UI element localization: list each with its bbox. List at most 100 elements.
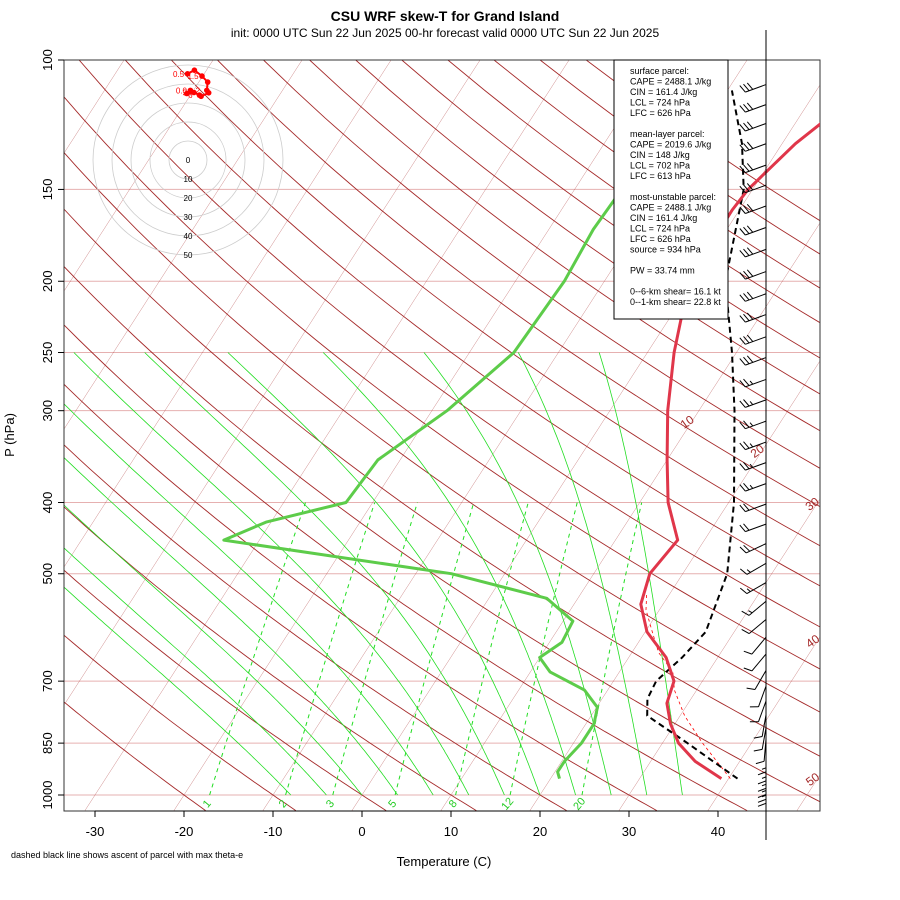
dry-adiabat	[78, 60, 820, 628]
wind-barb-flag	[739, 463, 746, 471]
mixing-ratio-line	[394, 502, 475, 796]
dry-adiabat	[64, 208, 820, 757]
y-tick-label: 500	[40, 563, 55, 585]
wind-barb-half-flag	[761, 767, 767, 770]
wind-barb-flag	[743, 313, 750, 322]
wind-barb-flag	[739, 380, 746, 388]
moist-adiabat	[517, 352, 648, 796]
wind-barb-half-flag	[749, 401, 754, 406]
wind-barb	[739, 562, 767, 575]
wind-barb-flag	[746, 82, 754, 90]
wind-barb-flag	[743, 441, 750, 449]
wind-barb	[741, 619, 767, 635]
wind-barb-flag	[739, 294, 746, 302]
wind-barb-flag	[739, 587, 748, 594]
wind-barb-flag	[739, 568, 748, 575]
hodograph-point	[184, 71, 191, 77]
wind-barb	[739, 582, 767, 595]
wind-barb-half-flag	[761, 776, 767, 779]
wind-barb-flag	[743, 650, 753, 655]
wind-barb-flag	[741, 628, 750, 635]
y-tick-label: 400	[40, 492, 55, 514]
temperature-line	[639, 122, 820, 780]
info-line: 0--1-km shear= 22.8 kt	[630, 297, 721, 307]
wind-barb-shaft	[746, 562, 767, 575]
wind-barb-half-flag	[746, 569, 751, 573]
isotherm-line	[84, 60, 570, 811]
x-tick-label: 0	[358, 824, 365, 839]
wind-barb	[739, 441, 767, 451]
wind-barb-shaft	[745, 357, 767, 366]
hodograph-ring-label: 0	[186, 156, 191, 165]
moist-adiabat	[64, 547, 327, 796]
wind-barb-shaft	[745, 462, 767, 471]
wind-barb	[755, 739, 767, 765]
wind-barb-shaft	[745, 483, 767, 492]
dewpoint-line	[222, 80, 721, 780]
wind-barb-flag	[746, 141, 754, 149]
wind-barb-flag	[743, 122, 750, 130]
info-line: surface parcel:	[630, 66, 689, 76]
hodograph: 0 10 20 30 40 50 0.03 62 1.50.5	[92, 64, 284, 260]
wind-barb-flag	[739, 206, 746, 214]
mixing-ratio-line	[285, 502, 376, 796]
wind-barb	[739, 461, 767, 471]
hodograph-ring	[168, 140, 208, 180]
wind-barb	[739, 183, 767, 194]
dry-adiabat	[64, 324, 748, 811]
wind-barb-flag	[743, 164, 750, 172]
info-line: LFC = 613 hPa	[630, 171, 691, 181]
wind-barb	[741, 600, 767, 616]
wind-barb-shaft	[761, 727, 767, 750]
wind-barb-flag	[743, 143, 750, 151]
dry-adiabat	[64, 96, 820, 670]
isotherm-line	[351, 84, 820, 811]
y-tick-label: 300	[40, 400, 55, 422]
wind-barb-flag	[746, 269, 754, 277]
x-tick-label: -20	[175, 824, 194, 839]
wind-barb	[749, 685, 767, 708]
wind-barb	[739, 82, 767, 93]
wind-barb-half-flag	[749, 484, 754, 489]
wind-barb-flag	[743, 420, 750, 428]
wind-barb-shaft	[745, 84, 767, 93]
hodograph-point-label: 3	[183, 89, 188, 98]
wind-barb-flag	[739, 272, 746, 280]
wind-barb-flag	[739, 400, 746, 408]
wind-barb-shaft	[745, 143, 767, 152]
x-tick-label: 30	[622, 824, 636, 839]
info-line: CAPE = 2488.1 J/kg	[630, 203, 711, 213]
info-box-frame	[613, 59, 729, 320]
dry-adiabat	[64, 701, 206, 811]
wind-barb-half-flag	[749, 463, 754, 468]
wind-barb-flag	[746, 121, 754, 129]
wind-barb-shaft	[745, 314, 767, 323]
wind-barb-flag	[743, 399, 750, 407]
wind-barb-shaft	[745, 271, 767, 280]
wind-barb-flag	[743, 184, 750, 192]
wind-barb-flag	[739, 484, 746, 492]
info-line: LCL = 724 hPa	[630, 224, 690, 234]
info-line: CIN = 161.4 J/kg	[630, 213, 697, 223]
wind-barb-half-flag	[748, 610, 753, 614]
dry-adiabat	[64, 634, 297, 811]
wind-barb-flag	[755, 760, 765, 765]
wind-barb	[739, 163, 767, 174]
info-line: 0--6-km shear= 16.1 kt	[630, 287, 721, 297]
isotherm-line	[440, 222, 820, 811]
hodograph-point	[199, 73, 205, 79]
wind-barb-flag	[757, 780, 767, 785]
info-line: LCL = 724 hPa	[630, 98, 690, 108]
wind-barb-flag	[753, 736, 763, 739]
wind-barb-flag	[757, 794, 767, 798]
wind-barb	[753, 727, 767, 752]
virtual-temperature-line	[645, 592, 731, 779]
wind-barb-flag	[757, 787, 767, 792]
wind-barb-half-flag	[749, 443, 754, 448]
wind-barb-flag	[746, 102, 754, 110]
wind-barb-flag	[743, 523, 750, 531]
mixing-ratio-lines	[64, 352, 683, 796]
dry-adiabat	[217, 60, 820, 508]
wind-barb-flag	[739, 315, 746, 323]
